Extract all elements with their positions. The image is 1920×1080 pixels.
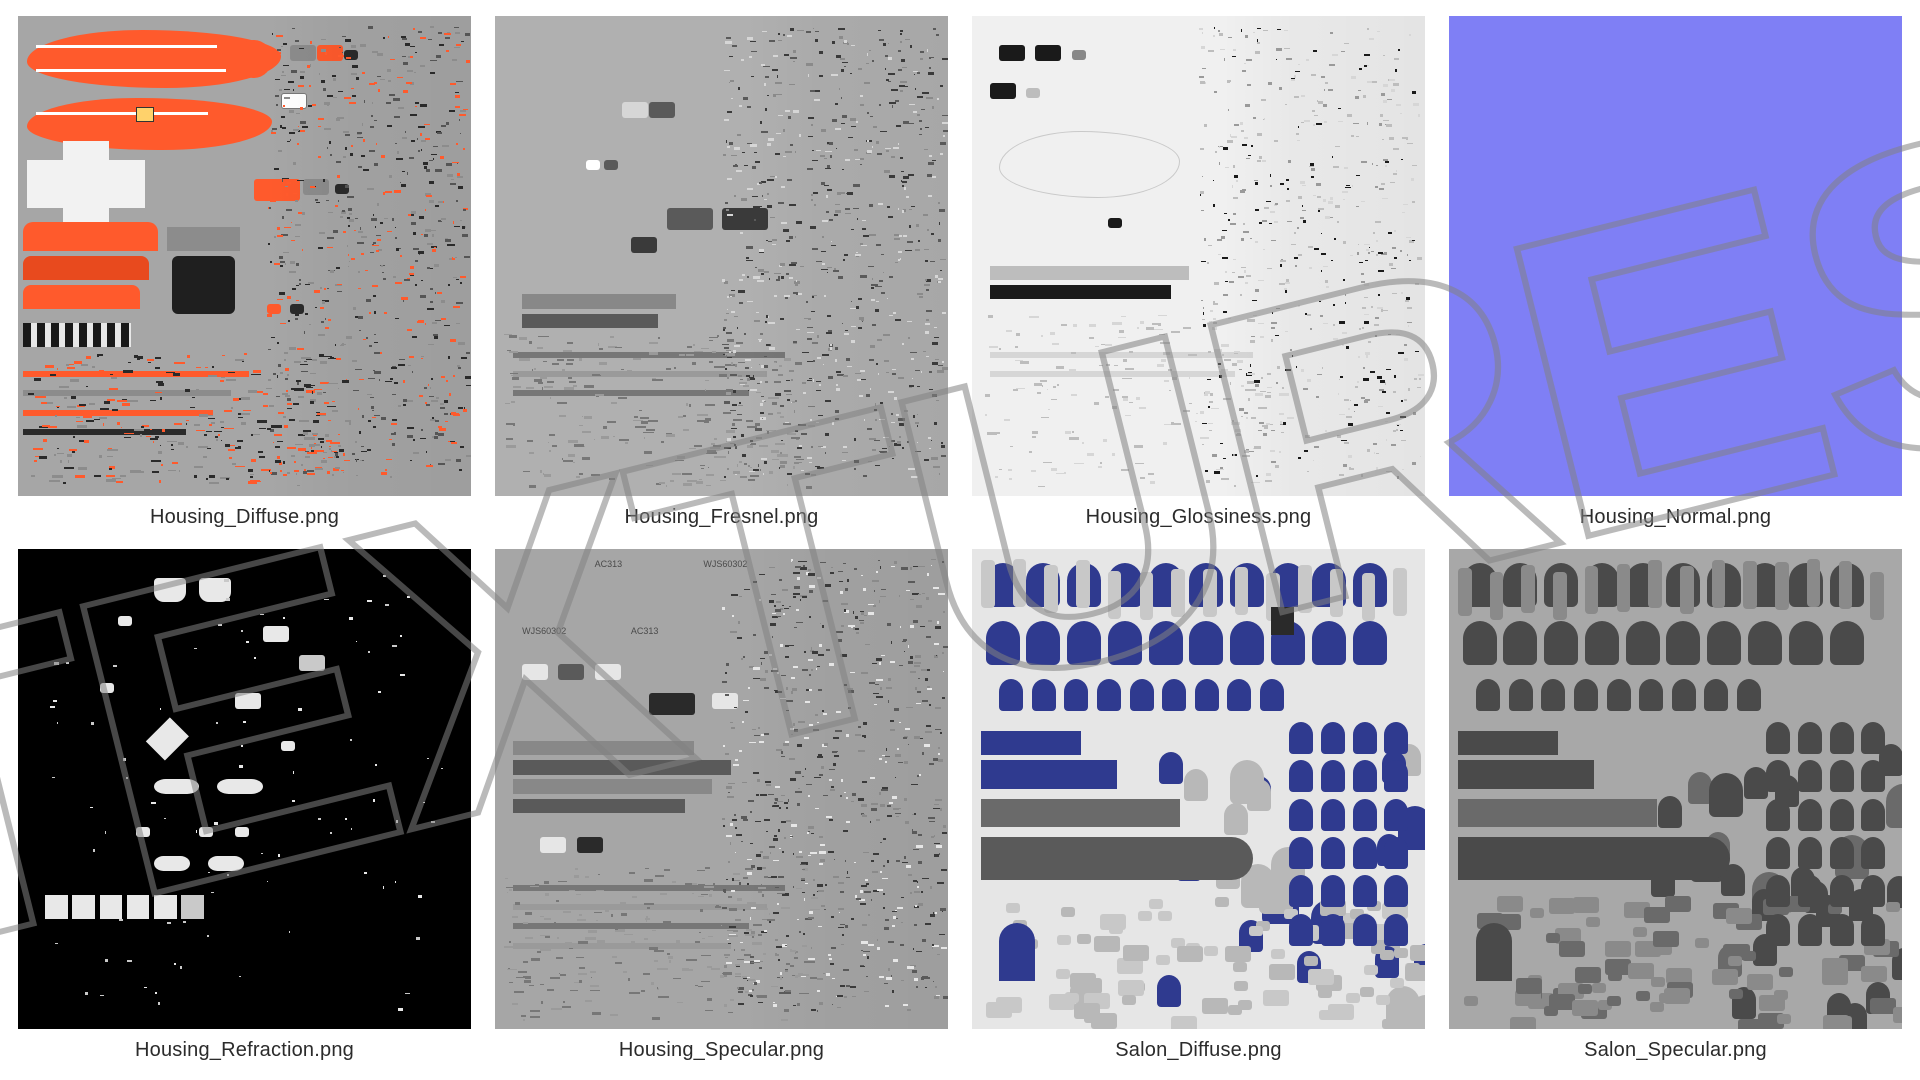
thumb-caption: Salon_Specular.png <box>1584 1039 1767 1062</box>
thumb-caption: Housing_Refraction.png <box>135 1039 354 1062</box>
thumb-caption: Housing_Glossiness.png <box>1086 506 1312 529</box>
texture-grid: Housing_Diffuse.png Housing_Fresnel.png <box>0 0 1920 1080</box>
texture-cell[interactable]: Housing_Refraction.png <box>18 549 471 1062</box>
thumb-housing-refraction <box>18 549 471 1029</box>
thumb-salon-specular <box>1449 549 1902 1029</box>
thumb-caption: Housing_Normal.png <box>1580 506 1771 529</box>
texture-cell[interactable]: Salon_Specular.png <box>1449 549 1902 1062</box>
texture-cell[interactable]: Housing_Normal.png <box>1449 16 1902 529</box>
thumb-caption: Housing_Diffuse.png <box>150 506 339 529</box>
thumb-housing-normal <box>1449 16 1902 496</box>
thumb-housing-diffuse <box>18 16 471 496</box>
texture-cell[interactable]: Housing_Diffuse.png <box>18 16 471 529</box>
thumb-housing-fresnel <box>495 16 948 496</box>
thumb-housing-specular: AC313 WJS60302 WJS60302 AC313 <box>495 549 948 1029</box>
texture-cell[interactable]: Salon_Diffuse.png <box>972 549 1425 1062</box>
thumb-housing-glossiness <box>972 16 1425 496</box>
thumb-caption: Salon_Diffuse.png <box>1115 1039 1282 1062</box>
texture-cell[interactable]: AC313 WJS60302 WJS60302 AC313 Housing_Sp… <box>495 549 948 1062</box>
thumb-salon-diffuse <box>972 549 1425 1029</box>
thumb-caption: Housing_Fresnel.png <box>625 506 819 529</box>
texture-cell[interactable]: Housing_Fresnel.png <box>495 16 948 529</box>
thumb-caption: Housing_Specular.png <box>619 1039 824 1062</box>
texture-cell[interactable]: Housing_Glossiness.png <box>972 16 1425 529</box>
